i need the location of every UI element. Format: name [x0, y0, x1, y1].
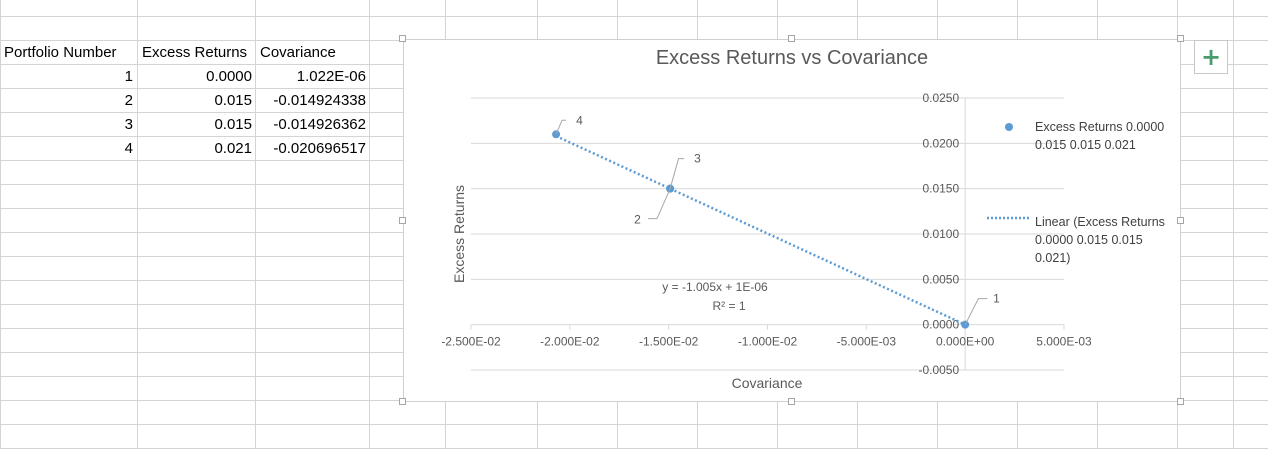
legend-trendline-icon — [987, 216, 1030, 220]
resize-handle-bottom[interactable] — [788, 398, 795, 405]
y-tick-label: 0.0050 — [922, 272, 959, 286]
legend-trendline-label[interactable]: Linear (Excess Returns 0.0000 0.015 0.01… — [1035, 215, 1165, 265]
legend-marker-icon — [1005, 123, 1013, 131]
y-tick-label: 0.0100 — [922, 227, 959, 241]
cell-cov-2[interactable]: -0.014924338 — [273, 92, 366, 109]
x-axis-title: Covariance — [732, 375, 803, 391]
y-axis-title: Excess Returns — [451, 185, 467, 283]
x-tick-label: -2.500E-02 — [441, 335, 501, 349]
resize-handle-top[interactable] — [788, 35, 795, 42]
resize-handle-right[interactable] — [1177, 217, 1184, 224]
header-covariance[interactable]: Covariance — [260, 44, 336, 61]
y-tick-label: -0.0050 — [918, 363, 959, 377]
y-tick-label: 0.0200 — [922, 136, 959, 150]
point-leader-line — [555, 119, 567, 135]
chart-elements-button[interactable]: + — [1194, 40, 1228, 74]
cell-portfolio-4[interactable]: 4 — [124, 140, 133, 157]
x-tick-label: -2.000E-02 — [540, 335, 600, 349]
point-label-3: 3 — [694, 152, 701, 166]
x-tick-label: 0.000E+00 — [936, 335, 995, 349]
x-tick-label: -1.000E-02 — [738, 335, 798, 349]
cell-excess-2[interactable]: 0.015 — [214, 92, 252, 109]
point-label-1: 1 — [993, 292, 1000, 306]
plus-icon: + — [1200, 43, 1222, 71]
resize-handle-top-right[interactable] — [1177, 35, 1184, 42]
point-leader-line — [648, 188, 671, 220]
trendline — [555, 134, 966, 326]
trendline-r-squared: R² = 1 — [712, 299, 745, 313]
chart-container[interactable]: Excess Returns vs Covariance 0.0250 0.020… — [403, 39, 1181, 402]
x-tick-label: -1.500E-02 — [639, 335, 699, 349]
resize-handle-bottom-right[interactable] — [1177, 398, 1184, 405]
header-excess-returns[interactable]: Excess Returns — [142, 44, 248, 61]
cell-excess-4[interactable]: 0.021 — [214, 140, 252, 157]
resize-handle-bottom-left[interactable] — [399, 398, 406, 405]
point-label-2: 2 — [634, 213, 641, 227]
y-tick-label: 0.0250 — [922, 91, 959, 105]
point-leader-line — [669, 158, 685, 189]
y-tick-label: 0.0150 — [922, 182, 959, 196]
resize-handle-left[interactable] — [399, 217, 406, 224]
x-tick-label: 5.000E-03 — [1036, 335, 1092, 349]
cell-portfolio-2[interactable]: 2 — [124, 92, 133, 109]
legend-series-label[interactable]: Excess Returns 0.0000 0.015 0.015 0.021 — [1035, 120, 1165, 152]
chart-title[interactable]: Excess Returns vs Covariance — [655, 47, 929, 69]
cell-cov-3[interactable]: -0.014926362 — [273, 116, 366, 133]
cell-cov-1[interactable]: 1.022E-06 — [296, 68, 366, 85]
trendline-equation: y = -1.005x + 1E-06 — [662, 280, 768, 294]
point-label-4: 4 — [576, 113, 583, 127]
chart-plot-area[interactable]: 0.0250 0.0200 0.0150 0.0100 0.0050 0.0000 -0.0… — [404, 40, 1180, 401]
cell-portfolio-1[interactable]: 1 — [124, 68, 133, 85]
cell-excess-1[interactable]: 0.0000 — [206, 68, 252, 85]
point-leader-line — [964, 298, 988, 325]
x-tick-label: -5.000E-03 — [837, 335, 897, 349]
resize-handle-top-left[interactable] — [399, 35, 406, 42]
cell-excess-3[interactable]: 0.015 — [214, 116, 252, 133]
y-tick-label: 0.0000 — [922, 318, 959, 332]
header-portfolio-number[interactable]: Portfolio Number — [4, 44, 117, 61]
cell-cov-4[interactable]: -0.020696517 — [273, 140, 366, 157]
cell-portfolio-3[interactable]: 3 — [124, 116, 133, 133]
